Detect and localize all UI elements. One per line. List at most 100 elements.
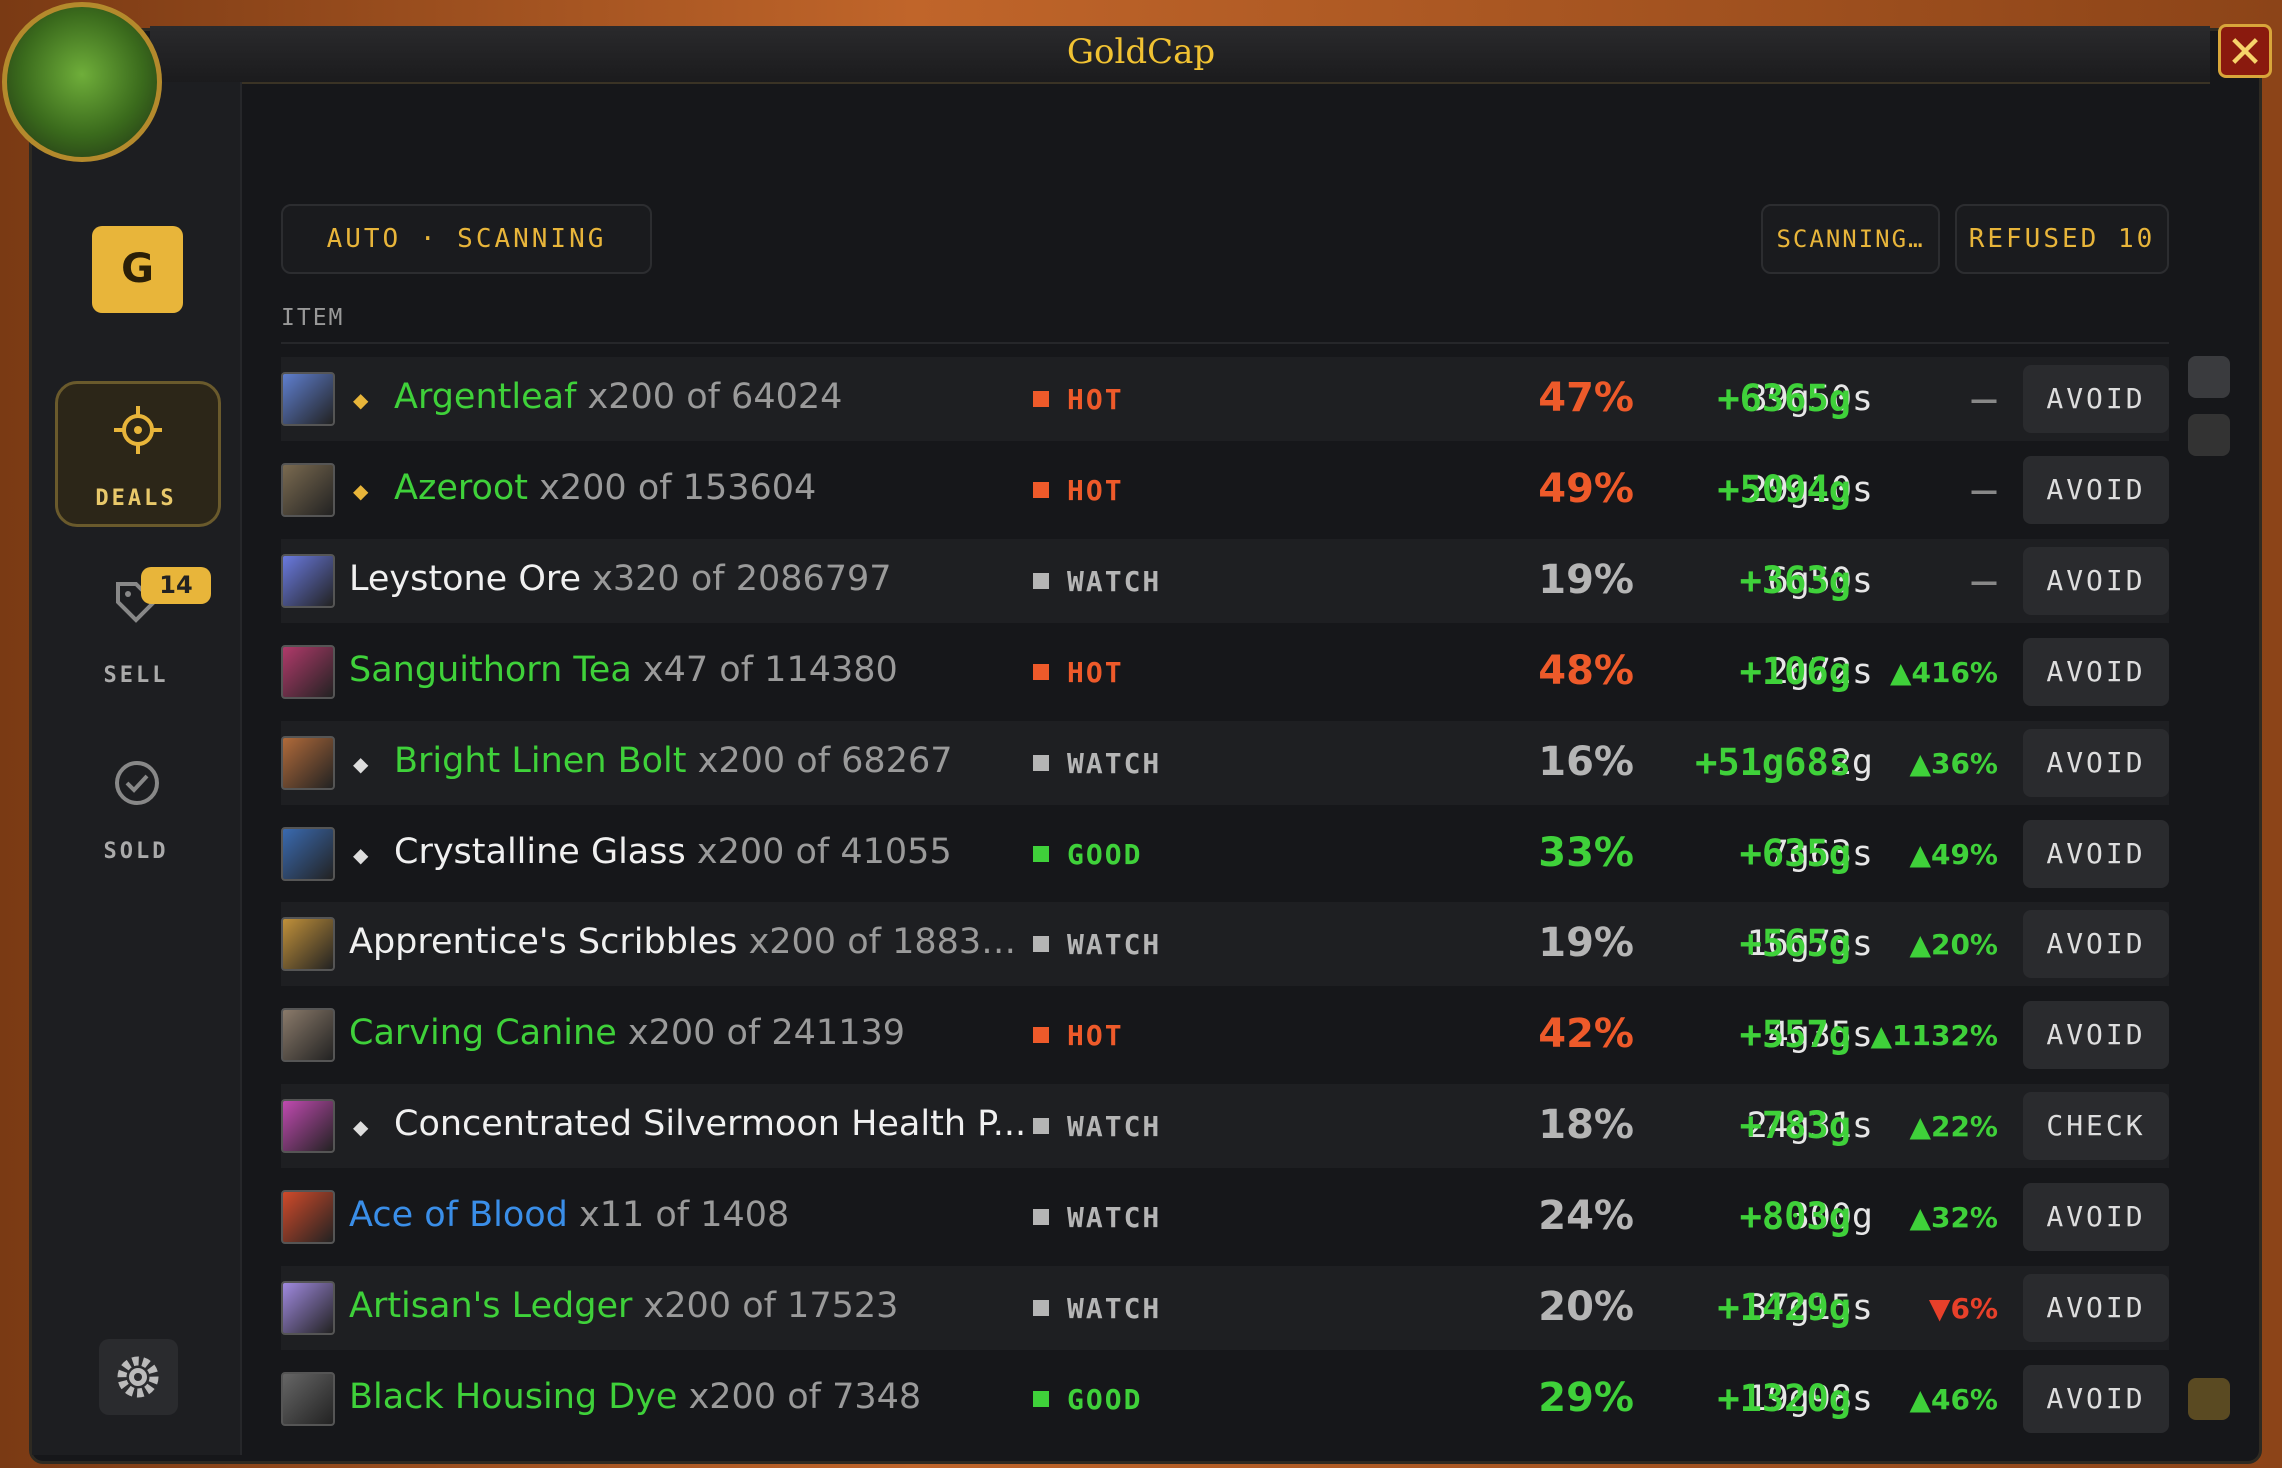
tag-dot bbox=[1033, 845, 1049, 862]
sell-badge: 14 bbox=[141, 567, 211, 604]
trend: ▼6% bbox=[1928, 1292, 1998, 1325]
tag: GOOD bbox=[1067, 837, 1143, 871]
profit: +557g bbox=[1739, 1013, 1851, 1057]
price: 24g31s bbox=[1746, 1106, 1873, 1147]
action-button[interactable]: AVOID bbox=[2023, 637, 2169, 706]
table-row[interactable]: Artisan's Ledger x200 of 17523 WATCH 20% 37… bbox=[281, 1266, 2169, 1350]
marker: ◆ bbox=[353, 751, 369, 776]
item-label: Artisan's Ledger x200 of 17523 bbox=[349, 1286, 898, 1326]
column-header: ITEM bbox=[281, 305, 345, 331]
sold-icon[interactable] bbox=[112, 758, 162, 808]
table-row[interactable]: ◆ Azeroot x200 of 153604 HOT 49% 29g10s +5094… bbox=[281, 448, 2169, 532]
tag: WATCH bbox=[1067, 928, 1162, 962]
mode-button[interactable]: AUTO · SCANNING bbox=[281, 204, 652, 274]
item-name: Black Housing Dye bbox=[349, 1376, 678, 1417]
action-button[interactable]: AVOID bbox=[2023, 546, 2169, 615]
tag-dot bbox=[1033, 1209, 1049, 1226]
profit: +51g68s bbox=[1695, 740, 1851, 784]
profit: +5094g bbox=[1717, 467, 1851, 511]
item-qty: x11 of 1408 bbox=[579, 1195, 790, 1236]
table-row[interactable]: Sanguithorn Tea x47 of 114380 HOT 48% 2g72s… bbox=[281, 630, 2169, 714]
tag: WATCH bbox=[1067, 564, 1162, 598]
tag: HOT bbox=[1067, 655, 1124, 689]
item-label: Leystone Ore x320 of 2086797 bbox=[349, 559, 892, 599]
item-icon bbox=[281, 1099, 335, 1154]
action-button[interactable]: AVOID bbox=[2023, 1001, 2169, 1070]
table-row[interactable]: Apprentice's Scribbles x200 of 1883… WATC… bbox=[281, 902, 2169, 987]
item-qty: x200 of 1883… bbox=[748, 922, 1017, 963]
action-button[interactable]: AVOID bbox=[2023, 455, 2169, 524]
trend: ▲416% bbox=[1889, 655, 1998, 689]
table-row[interactable]: ◆ Bright Linen Bolt x200 of 68267 WATCH 16%… bbox=[281, 720, 2169, 805]
action-button[interactable]: AVOID bbox=[2023, 1274, 2169, 1342]
table-row[interactable]: Leystone Ore x320 of 2086797 WATCH 19% 6g50… bbox=[281, 538, 2169, 623]
item-label: Black Housing Dye x200 of 7348 bbox=[349, 1377, 921, 1417]
discount: 20% bbox=[1538, 1284, 1634, 1330]
item-label: Bright Linen Bolt x200 of 68267 bbox=[394, 741, 952, 781]
tag-dot bbox=[1033, 1118, 1049, 1135]
logo[interactable]: G bbox=[92, 226, 183, 313]
table-row[interactable]: Black Housing Dye x200 of 7348 GOOD 29% 19g… bbox=[281, 1357, 2169, 1441]
nav-label[interactable]: SOLD bbox=[103, 839, 169, 864]
deals-tab[interactable] bbox=[55, 381, 221, 527]
action-button[interactable]: AVOID bbox=[2023, 910, 2169, 979]
refused-button[interactable]: REFUSED 10 bbox=[1955, 204, 2169, 274]
action-button[interactable]: CHECK bbox=[2023, 1092, 2169, 1161]
item-name: Artisan's Ledger bbox=[349, 1286, 633, 1326]
table-row[interactable]: ◆ Concentrated Silvermoon Health P... WATC… bbox=[281, 1084, 2169, 1169]
tag: HOT bbox=[1067, 383, 1124, 416]
nav-label[interactable]: SELL bbox=[103, 663, 169, 688]
profit: +1429g bbox=[1717, 1286, 1851, 1329]
tag: WATCH bbox=[1067, 1201, 1162, 1235]
price: 6g50s bbox=[1767, 560, 1873, 601]
sell-icon[interactable] bbox=[110, 578, 160, 628]
price: 300g bbox=[1788, 1197, 1873, 1238]
discount: 49% bbox=[1538, 465, 1634, 512]
scroll-down[interactable] bbox=[2188, 1378, 2230, 1420]
tag-dot bbox=[1033, 481, 1049, 498]
table-row[interactable]: ◆ Argentleaf x200 of 64024 HOT 47% 39g50s +63… bbox=[281, 357, 2169, 441]
close-button[interactable]: ✕ bbox=[2218, 24, 2272, 78]
item-qty: x320 of 2086797 bbox=[592, 558, 892, 599]
discount: 29% bbox=[1538, 1374, 1634, 1421]
tag: WATCH bbox=[1067, 746, 1162, 780]
item-label: Concentrated Silvermoon Health P... bbox=[394, 1104, 1026, 1144]
price: 37g15s bbox=[1746, 1288, 1873, 1328]
discount: 24% bbox=[1538, 1193, 1634, 1240]
action-button[interactable]: AVOID bbox=[2023, 819, 2169, 888]
scroll-thumb[interactable] bbox=[2188, 414, 2230, 456]
item-name: Azeroot bbox=[394, 467, 529, 508]
table-row[interactable]: Carving Canine x200 of 241139 HOT 42% 4g35s… bbox=[281, 993, 2169, 1077]
scroll-up[interactable] bbox=[2188, 356, 2230, 398]
trend: ▲32% bbox=[1909, 1201, 1998, 1235]
item-icon bbox=[281, 644, 335, 699]
item-label: Sanguithorn Tea x47 of 114380 bbox=[349, 650, 898, 690]
profit: +106g bbox=[1739, 649, 1851, 693]
settings-button[interactable] bbox=[99, 1339, 178, 1415]
tag-dot bbox=[1033, 572, 1049, 589]
table-row[interactable]: ◆ Crystalline Glass x200 of 41055 GOOD 33% 7… bbox=[281, 812, 2169, 896]
item-name: Sanguithorn Tea bbox=[349, 649, 632, 690]
price: 19g98s bbox=[1746, 1378, 1873, 1419]
price: 2g72s bbox=[1767, 651, 1873, 692]
action-button[interactable]: AVOID bbox=[2023, 1183, 2169, 1252]
item-qty: x200 of 17523 bbox=[643, 1286, 899, 1326]
item-icon bbox=[281, 462, 335, 517]
item-label: Azeroot x200 of 153604 bbox=[394, 468, 816, 508]
tag-dot bbox=[1033, 1027, 1049, 1044]
item-icon bbox=[281, 372, 335, 426]
price: 29g10s bbox=[1746, 469, 1873, 510]
price: 7g63s bbox=[1767, 833, 1873, 874]
table-row[interactable]: Ace of Blood x11 of 1408 WATCH 24% 300g +803… bbox=[281, 1175, 2169, 1259]
action-button[interactable]: AVOID bbox=[2023, 1364, 2169, 1433]
avatar bbox=[2, 2, 162, 162]
discount: 16% bbox=[1538, 738, 1634, 785]
tag-dot bbox=[1033, 391, 1049, 407]
item-name: Concentrated Silvermoon Health P... bbox=[394, 1104, 1027, 1145]
item-icon bbox=[281, 917, 335, 972]
status-button[interactable]: SCANNING… bbox=[1761, 204, 1940, 274]
action-button[interactable]: AVOID bbox=[2023, 728, 2169, 797]
action-button[interactable]: AVOID bbox=[2023, 365, 2169, 433]
trend: — bbox=[1970, 564, 1998, 598]
